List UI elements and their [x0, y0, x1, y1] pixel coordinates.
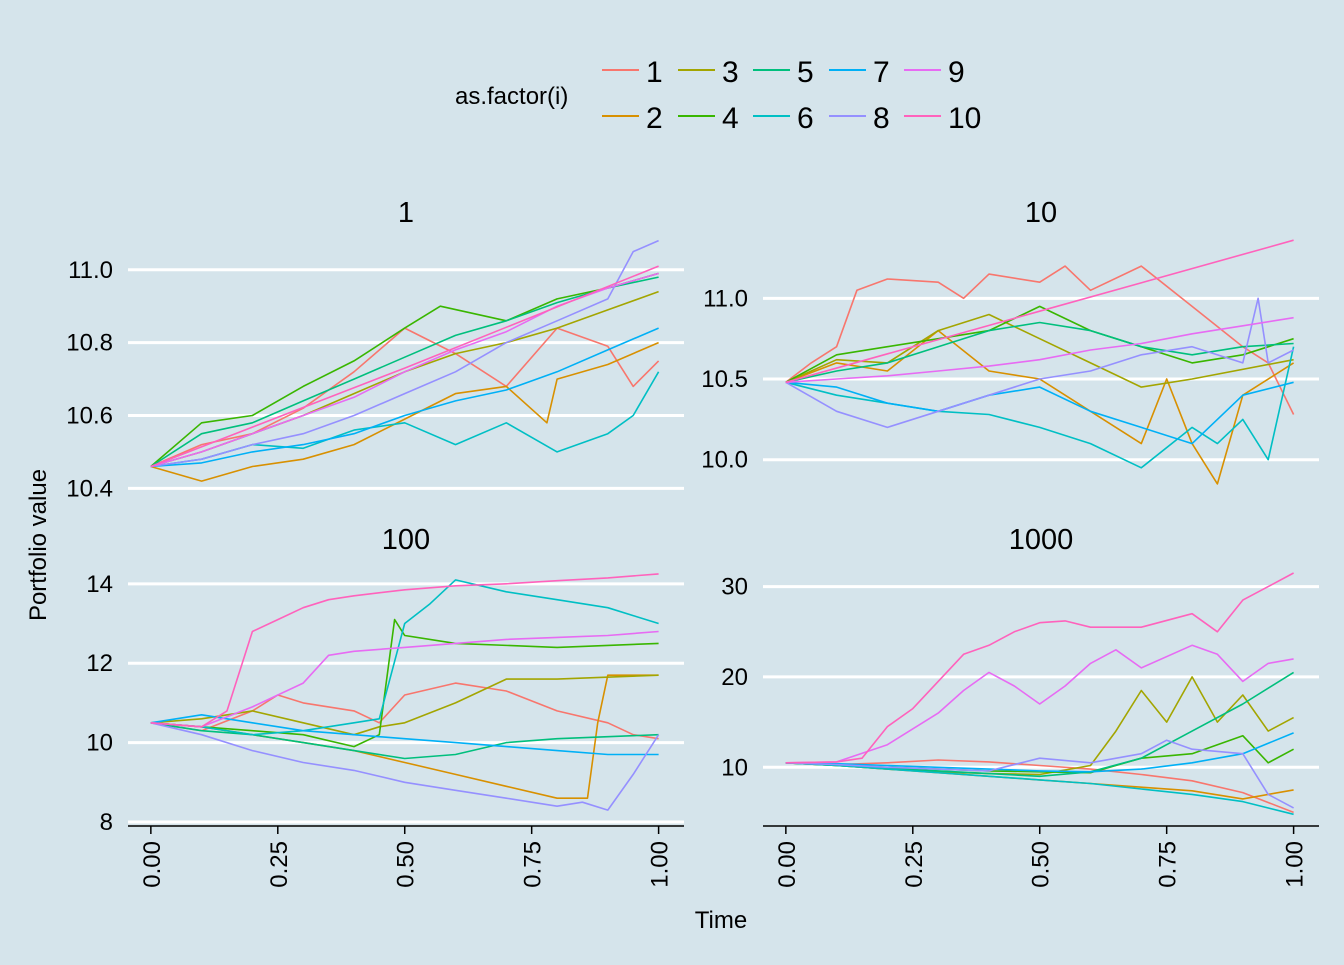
- facet-title: 10: [1025, 197, 1057, 229]
- legend-label-4: 4: [722, 102, 739, 135]
- series-line-7: [150, 713, 659, 756]
- y-axis-title: Portfolio value: [25, 469, 52, 621]
- series-line-6: [785, 762, 1294, 816]
- legend-label-3: 3: [722, 56, 739, 89]
- facet-title: 1000: [1009, 524, 1074, 556]
- x-tick-label: 0.50: [393, 841, 420, 888]
- series-line-10: [785, 239, 1294, 384]
- legend-label-6: 6: [797, 102, 814, 135]
- series-line-4: [150, 272, 659, 468]
- series-line-8: [785, 739, 1294, 809]
- series-line-10: [150, 265, 659, 468]
- facet-panel-100: 100 8 10 12 14 0.00 0.25 0.50 0.75 1.00: [86, 524, 684, 888]
- facet-panel-10: 10 10.0 10.5 11.0: [701, 197, 1319, 485]
- x-tick-label: 0.25: [266, 841, 293, 888]
- y-tick-label: 8: [100, 809, 113, 836]
- y-tick-label: 10: [86, 730, 113, 757]
- series-line-7: [785, 732, 1294, 773]
- facet-panel-1: 1 10.4 10.6 10.8 11.0: [66, 197, 684, 502]
- series-line-4: [150, 618, 659, 748]
- y-tick-label: 11.0: [703, 285, 748, 312]
- x-tick-label: 1.00: [1282, 841, 1309, 888]
- facet-title: 100: [382, 524, 430, 556]
- series-line-3: [150, 674, 659, 736]
- y-tick-label: 30: [721, 574, 748, 601]
- series-line-8: [150, 722, 660, 811]
- y-tick-label: 12: [86, 650, 113, 677]
- legend-label-10: 10: [948, 102, 981, 135]
- series-line-5: [785, 671, 1295, 778]
- series-line-5: [150, 276, 659, 468]
- series-line-10: [150, 573, 659, 728]
- series-line-10: [785, 572, 1294, 764]
- series-line-1: [150, 682, 659, 740]
- series-line-7: [785, 381, 1294, 445]
- y-tick-label: 20: [721, 664, 748, 691]
- series-line-2: [150, 674, 659, 800]
- x-tick-label: 0.50: [1028, 841, 1055, 888]
- series-line-8: [150, 239, 659, 468]
- y-tick-label: 11.0: [68, 257, 113, 284]
- legend-label-1: 1: [646, 56, 663, 89]
- facet-panels: 110.410.610.811.01010.010.511.0100810121…: [66, 197, 1319, 888]
- series-line-5: [150, 722, 659, 760]
- series-line-4: [785, 305, 1294, 384]
- facet-title: 1: [398, 197, 414, 229]
- legend-title: as.factor(i): [455, 83, 568, 110]
- facet-panel-1000: 1000 10 20 30 0.00 0.25 0.50 0.75 1.00: [721, 524, 1319, 888]
- x-tick-label: 0.75: [1155, 841, 1182, 888]
- y-tick-label: 14: [86, 571, 113, 598]
- series-line-9: [150, 630, 659, 728]
- y-tick-label: 10.5: [701, 366, 748, 393]
- x-tick-label: 0.00: [139, 841, 166, 888]
- y-tick-label: 10.0: [701, 447, 748, 474]
- x-tick-label: 0.25: [901, 841, 928, 888]
- legend-label-8: 8: [873, 102, 890, 135]
- y-tick-label: 10: [721, 754, 748, 781]
- x-tick-label: 0.75: [520, 841, 547, 888]
- series-line-1: [785, 265, 1295, 415]
- series-line-6: [785, 346, 1295, 469]
- x-tick-label: 0.00: [774, 841, 801, 888]
- series-line-3: [150, 290, 659, 468]
- series-line-6: [150, 579, 659, 736]
- y-tick-label: 10.6: [66, 403, 113, 430]
- series-line-3: [785, 676, 1294, 776]
- legend-label-9: 9: [948, 56, 965, 89]
- series-line-9: [785, 316, 1294, 384]
- legend-label-7: 7: [873, 56, 890, 89]
- series-line-1: [785, 759, 1294, 814]
- series-line-7: [150, 327, 659, 468]
- legend-label-2: 2: [646, 102, 663, 135]
- series-line-8: [785, 297, 1294, 429]
- series-line-2: [150, 341, 659, 482]
- series-line-1: [150, 327, 660, 468]
- y-tick-label: 10.8: [66, 330, 113, 357]
- series-line-9: [785, 644, 1294, 764]
- legend: as.factor(i) 1 2 3 4 5 6 7 8 9 10: [455, 56, 981, 135]
- y-tick-label: 10.4: [66, 475, 113, 502]
- series-line-5: [785, 321, 1294, 384]
- x-axis-title: Time: [695, 907, 747, 934]
- x-tick-label: 1.00: [647, 841, 674, 888]
- legend-label-5: 5: [797, 56, 814, 89]
